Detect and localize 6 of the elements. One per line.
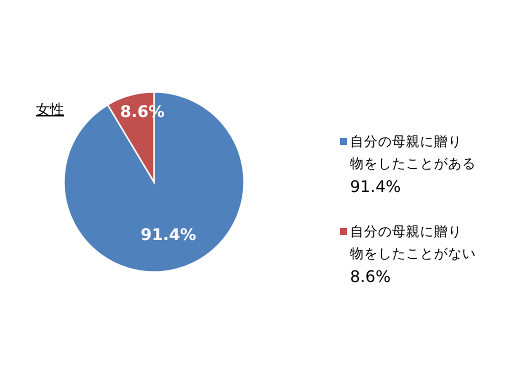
text: 8.6% xyxy=(350,267,391,286)
legend-label: 自分の母親に贈り物をしたことがある xyxy=(350,134,476,172)
data-label: 91.4% xyxy=(140,225,196,244)
text: 女性 xyxy=(36,102,64,118)
legend-label: 自分の母親に贈り物をしたことがない xyxy=(350,224,476,262)
text: 91.4% xyxy=(350,177,401,196)
